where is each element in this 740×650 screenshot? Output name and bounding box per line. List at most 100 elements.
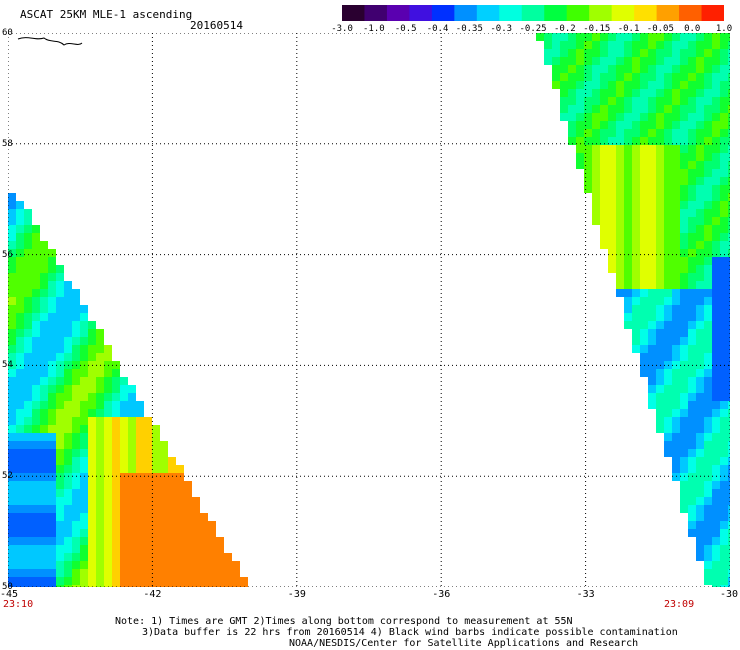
- swath-cell: [32, 553, 40, 561]
- swath-cell: [672, 457, 680, 465]
- swath-cell: [72, 393, 80, 401]
- colorbar-segment: [679, 5, 703, 21]
- swath-cell: [632, 193, 640, 201]
- swath-cell: [680, 401, 688, 409]
- swath-cell: [624, 217, 632, 225]
- swath-cell: [712, 505, 720, 513]
- swath-cell: [688, 289, 696, 297]
- map-date: 20160514: [190, 19, 243, 32]
- swath-cell: [80, 449, 88, 457]
- swath-cell: [176, 465, 184, 473]
- swath-cell: [632, 233, 640, 241]
- swath-cell: [24, 529, 32, 537]
- swath-cell: [656, 169, 664, 177]
- swath-cell: [696, 545, 704, 553]
- swath-cell: [160, 441, 168, 449]
- colorbar-tick-label: -0.1: [617, 24, 640, 34]
- swath-cell: [568, 65, 576, 73]
- swath-cell: [696, 145, 704, 153]
- swath-cell: [552, 73, 560, 81]
- colorbar-tick-label: -3.0: [331, 24, 353, 34]
- swath-cell: [720, 441, 728, 449]
- swath-cell: [696, 497, 704, 505]
- swath-cell: [96, 473, 104, 481]
- swath-cell: [136, 417, 144, 425]
- swath-cell: [56, 529, 64, 537]
- swath-cell: [616, 137, 624, 145]
- swath-cell: [40, 409, 48, 417]
- swath-cell: [96, 433, 104, 441]
- swath-cell: [16, 209, 24, 217]
- swath-cell: [160, 561, 168, 569]
- swath-cell: [96, 489, 104, 497]
- swath-cell: [704, 49, 712, 57]
- swath-cell: [616, 65, 624, 73]
- swath-cell: [648, 161, 656, 169]
- swath-cell: [160, 505, 168, 513]
- swath-cell: [712, 417, 720, 425]
- swath-cell: [720, 505, 728, 513]
- swath-cell: [32, 545, 40, 553]
- swath-cell: [64, 537, 72, 545]
- swath-cell: [8, 193, 16, 201]
- swath-cell: [576, 153, 584, 161]
- swath-cell: [552, 81, 560, 89]
- swath-cell: [208, 569, 216, 577]
- swath-cell: [632, 169, 640, 177]
- swath-cell: [640, 225, 648, 233]
- swath-cell: [584, 185, 592, 193]
- swath-cell: [184, 529, 192, 537]
- swath-cell: [664, 153, 672, 161]
- swath-cell: [720, 433, 728, 441]
- swath-cell: [24, 585, 32, 587]
- swath-cell: [608, 81, 616, 89]
- swath-cell: [712, 377, 720, 385]
- swath-cell: [704, 73, 712, 81]
- swath-cell: [16, 433, 24, 441]
- swath-cell: [200, 529, 208, 537]
- swath-cell: [64, 497, 72, 505]
- swath-cell: [576, 129, 584, 137]
- swath-cell: [152, 577, 160, 585]
- swath-cell: [680, 225, 688, 233]
- swath-cell: [728, 89, 730, 97]
- swath-cell: [128, 385, 136, 393]
- swath-cell: [704, 129, 712, 137]
- swath-cell: [632, 249, 640, 257]
- swath-cell: [184, 545, 192, 553]
- swath-cell: [648, 393, 656, 401]
- swath-cell: [704, 569, 712, 577]
- swath-cell: [608, 137, 616, 145]
- swath-cell: [648, 385, 656, 393]
- swath-cell: [576, 161, 584, 169]
- swath-cell: [688, 177, 696, 185]
- swath-cell: [600, 105, 608, 113]
- swath-cell: [632, 185, 640, 193]
- map-plot-area: [8, 33, 730, 587]
- swath-cell: [688, 161, 696, 169]
- swath-cell: [712, 385, 720, 393]
- swath-cell: [144, 489, 152, 497]
- swath-cell: [704, 169, 712, 177]
- swath-cell: [616, 225, 624, 233]
- swath-cell: [696, 393, 704, 401]
- swath-cell: [88, 521, 96, 529]
- swath-cell: [688, 121, 696, 129]
- swath-cell: [624, 81, 632, 89]
- swath-cell: [664, 217, 672, 225]
- swath-cell: [40, 441, 48, 449]
- swath-cell: [704, 121, 712, 129]
- swath-cell: [688, 473, 696, 481]
- swath-cell: [608, 161, 616, 169]
- swath-cell: [72, 385, 80, 393]
- swath-cell: [632, 305, 640, 313]
- swath-cell: [720, 321, 728, 329]
- swath-cell: [664, 409, 672, 417]
- swath-cell: [24, 537, 32, 545]
- swath-cell: [24, 225, 32, 233]
- swath-cell: [640, 329, 648, 337]
- swath-cell: [176, 497, 184, 505]
- colorbar-segment: [544, 5, 568, 21]
- swath-cell: [656, 193, 664, 201]
- swath-cell: [112, 441, 120, 449]
